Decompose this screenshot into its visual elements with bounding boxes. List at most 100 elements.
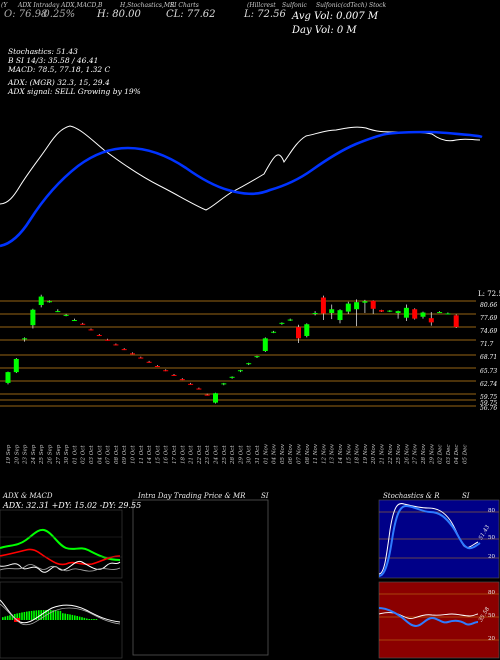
- macd-hist-bar-7: [18, 612, 21, 620]
- candle-body-31: [262, 338, 268, 351]
- date-label-17: 14 Oct: [147, 445, 153, 464]
- date-label-18: 15 Oct: [155, 445, 161, 464]
- day-volume: Day Vol: 0 M: [292, 25, 357, 36]
- header-segment-2: ADX Intraday ADX,MACD,B: [18, 2, 103, 9]
- date-label-47: 25 Nov: [396, 443, 402, 465]
- candle-body-35: [296, 327, 301, 339]
- date-label-7: 30 Sep: [64, 444, 70, 464]
- macd-hist-bar-25: [62, 613, 64, 620]
- candle-body-41: [345, 303, 351, 312]
- macd-hist-bar-5: [14, 614, 16, 620]
- candle-body-47: [395, 311, 401, 313]
- candle-body-39: [329, 309, 335, 313]
- level-label-5: 68.71: [480, 354, 498, 361]
- macd-hist-bar-26: [64, 613, 66, 620]
- macd-hist-bar-23: [57, 610, 59, 620]
- macd-hist-bar-0: [2, 617, 4, 620]
- level-label-1: 80.66: [480, 302, 498, 309]
- price-level-lines: [0, 300, 476, 407]
- candle-body-3: [30, 309, 36, 326]
- date-label-9: 02 Oct: [81, 445, 87, 464]
- level-label-7: 62.74: [480, 381, 498, 388]
- macd-hist-bar-9: [23, 611, 26, 620]
- adx-macd-panel: [0, 509, 123, 659]
- date-label-22: 21 Oct: [189, 445, 195, 465]
- date-label-41: 15 Nov: [346, 443, 352, 464]
- level-label-10: 56.76: [480, 405, 498, 412]
- macd-hist-bar-4: [11, 614, 14, 620]
- candle-body-5: [47, 301, 52, 303]
- date-label-31: 01 Nov: [263, 443, 269, 464]
- candle-body-11: [96, 335, 102, 337]
- adx-green-line: [0, 528, 121, 561]
- candle-body-54: [453, 315, 459, 328]
- stoch-panel-title: Stochastics & R: [383, 492, 440, 500]
- date-label-29: 30 Oct: [247, 445, 253, 464]
- candle-body-16: [138, 357, 144, 359]
- candle-body-36: [304, 324, 310, 336]
- candle-body-44: [370, 300, 376, 309]
- macd-hist-bar-27: [66, 613, 69, 620]
- candle-body-27: [229, 376, 235, 378]
- macd-hist-bar-38: [93, 619, 95, 620]
- date-label-33: 05 Nov: [280, 443, 286, 464]
- candle-body-10: [88, 329, 94, 331]
- adx-panel-stats: ADX: 32.31 +DY: 15.02 -DY: 29.55: [3, 501, 142, 510]
- date-label-12: 07 Oct: [106, 445, 112, 464]
- date-label-11: 04 Oct: [97, 445, 103, 464]
- macd-hist-bar-6: [16, 613, 18, 620]
- candlestick-series: [5, 294, 459, 404]
- macd-hist-bar-31: [76, 616, 78, 620]
- candle-body-25: [213, 393, 218, 403]
- low-price: L: 72.56: [244, 9, 286, 20]
- macd-hist-bar-32: [78, 616, 81, 620]
- candle-body-53: [445, 313, 451, 315]
- candle-body-52: [437, 312, 443, 314]
- date-label-30: 31 Oct: [255, 445, 261, 464]
- candle-body-26: [221, 383, 227, 385]
- macd-hist-bar-33: [81, 617, 83, 620]
- date-label-39: 13 Nov: [330, 443, 336, 464]
- macd-hist-bar-3: [9, 615, 11, 620]
- macd-hist-bar-36: [88, 619, 90, 620]
- macd-hist-bar-12: [30, 610, 33, 620]
- candle-body-12: [105, 339, 111, 341]
- candle-body-4: [38, 296, 44, 306]
- level-label-4: 71.7: [480, 341, 494, 348]
- candle-body-14: [121, 349, 127, 351]
- candle-body-23: [196, 388, 202, 390]
- macd-signal-line: [0, 603, 121, 626]
- day-change: -0.25%: [40, 9, 76, 20]
- candle-body-8: [71, 320, 77, 322]
- candle-body-20: [171, 374, 177, 376]
- candle-body-32: [271, 331, 277, 333]
- level-label-6: 65.73: [480, 368, 498, 375]
- date-label-32: 04 Nov: [272, 443, 278, 464]
- candle-body-48: [403, 307, 409, 318]
- candle-body-40: [337, 310, 343, 321]
- candle-body-0: [5, 372, 11, 383]
- candle-body-9: [80, 323, 86, 325]
- macd-hist-bar-17: [42, 610, 45, 620]
- date-label-38: 12 Nov: [321, 443, 327, 464]
- macd-blue-line: [0, 130, 483, 248]
- open-price: O: 76.98: [4, 9, 48, 20]
- candle-body-13: [113, 344, 119, 346]
- close-price: CL: 77.62: [166, 9, 216, 20]
- intraday-panel: [132, 499, 269, 656]
- level-label-top: L: 72.56: [478, 290, 500, 298]
- candle-body-37: [312, 312, 318, 314]
- date-label-10: 03 Oct: [89, 445, 95, 464]
- date-label-46: 22 Nov: [388, 443, 394, 465]
- candle-body-42: [354, 302, 360, 310]
- date-label-44: 20 Nov: [371, 443, 377, 465]
- date-label-34: 06 Nov: [288, 443, 294, 464]
- date-label-16: 11 Oct: [139, 445, 145, 464]
- macd-hist-bar-34: [83, 617, 86, 620]
- candle-body-2: [22, 338, 28, 340]
- high-price: H: 80.00: [97, 9, 141, 20]
- header-segment-7: Sulfonic(cdTech) Stock: [316, 2, 387, 9]
- intraday-panel-si: SI: [261, 492, 269, 500]
- level-label-3: 74.69: [480, 328, 498, 335]
- date-label-15: 10 Oct: [131, 445, 137, 464]
